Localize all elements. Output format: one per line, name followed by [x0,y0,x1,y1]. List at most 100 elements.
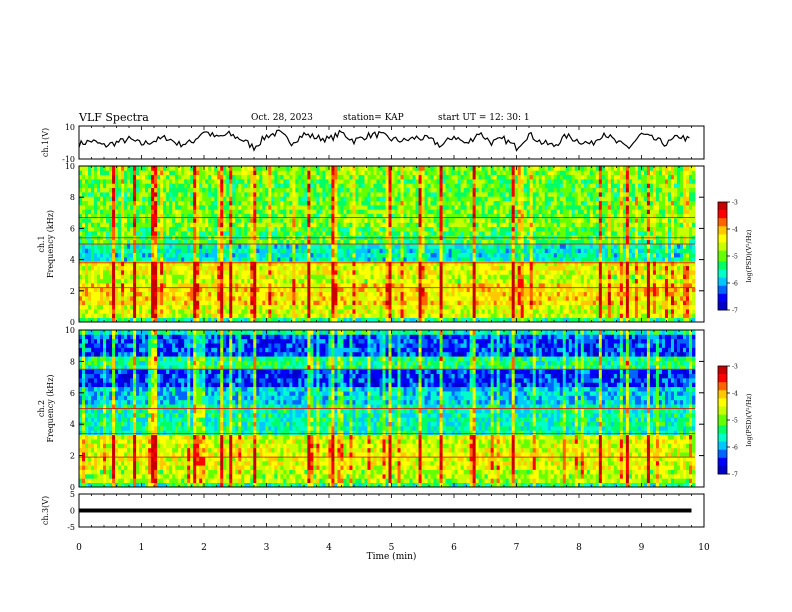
spectrogram-cell [451,187,455,193]
spectrogram-cell [436,300,440,306]
spectrogram-cell [283,183,287,189]
spectrogram-cell [277,248,281,254]
spectrogram-cell [364,287,368,293]
spectrogram-cell [313,192,317,197]
spectrogram-cell [196,213,200,219]
spectrogram-cell [340,226,344,232]
spectrogram-cell [244,209,248,215]
spectrogram-cell [112,317,116,323]
spectrogram-cell [172,179,176,184]
spectrogram-cell [130,192,134,197]
spectrogram-cell [148,222,152,228]
spectrogram-cell [85,222,89,228]
spectrogram-cell [337,192,341,197]
spectrogram-cell [250,231,254,236]
spectrogram-cell [127,222,131,228]
spectrogram-cell [316,209,320,215]
spectrogram-cell [175,287,179,293]
spectrogram-cell [343,179,347,184]
spectrogram-cell [190,196,194,202]
spectrogram-cell [280,313,284,319]
spectrogram-cell [418,283,422,288]
spectrogram-cell [223,226,227,232]
spectrogram-cell [445,283,449,288]
spectrogram-cell [202,274,206,280]
spectrogram-cell [406,218,410,223]
spectrogram-cell [115,278,119,284]
spectrogram-cell [385,200,389,206]
spectrogram-cell [247,192,251,197]
spectrogram-cell [301,200,305,206]
spectrogram-cell [265,257,269,262]
spectrogram-cell [397,196,401,202]
spectrogram-cell [466,205,471,210]
spectrogram-cell [124,248,128,254]
spectrogram-cell [274,296,278,301]
spectrogram-cell [436,200,440,206]
spectrogram-cell [358,205,362,210]
spectrogram-cell [208,196,212,202]
spectrogram-cell [370,166,374,171]
spectrogram-cell [121,192,125,197]
spectrogram-cell [373,317,377,323]
spectrogram-cell [409,270,413,275]
spectrogram-cell [79,209,83,215]
spectrogram-cell [415,231,419,236]
spectrogram-cell [292,274,296,280]
spectrogram-cell [226,239,230,245]
spectrogram-cell [427,270,431,275]
spectrogram-cell [187,183,191,189]
spectrogram-cell [316,257,320,262]
spectrogram-cell [466,213,471,219]
spectrogram-cell [268,291,272,297]
spectrogram-cell [400,252,404,258]
spectrogram-cell [373,291,377,297]
spectrogram-cell [325,226,329,232]
spectrogram-cell [220,192,224,197]
spectrogram-cell [154,170,158,176]
spectrogram-cell [232,317,236,323]
spectrogram-cell [106,166,110,171]
spectrogram-cell [418,170,422,176]
spectrogram-cell [244,213,248,219]
spectrogram-cell [388,283,392,288]
spectrogram-cell [295,257,299,262]
spectrogram-cell [217,170,221,176]
spectrogram-cell [472,300,477,306]
spectrogram-cell [298,187,302,193]
spectrogram-cell [481,291,486,297]
spectrogram-cell [244,231,248,236]
spectrogram-cell [364,174,368,180]
spectrogram-cell [277,252,281,258]
spectrogram-cell [334,218,338,223]
spectrogram-cell [283,270,287,275]
spectrogram-cell [442,313,446,319]
spectrogram-cell [322,261,326,267]
spectrogram-cell [271,309,275,314]
spectrogram-cell [376,192,380,197]
spectrogram-cell [391,291,395,297]
spectrogram-cell [247,270,251,275]
spectrogram-cell [409,317,413,323]
ch1-trace [78,129,690,152]
spectrogram-cell [250,244,254,249]
spectrogram-cell [355,296,359,301]
spectrogram-cell [274,313,278,319]
spectrogram-cell [238,261,242,267]
spectrogram-cell [406,300,410,306]
spectrogram-cell [136,261,140,267]
spectrogram-cell [292,218,296,223]
spectrogram-cell [193,265,197,271]
spectrogram-cell [97,170,101,176]
spectrogram-cell [340,192,344,197]
spectrogram-cell [178,192,182,197]
spectrogram-cell [313,222,317,228]
spectrogram-cell [211,209,215,215]
spectrogram-cell [367,187,371,193]
spectrogram-cell [328,270,332,275]
spectrogram-cell [412,287,416,293]
spectrogram-cell [397,309,401,314]
spectrogram-cell [340,257,344,262]
spectrogram-cell [130,226,134,232]
spectrogram-cell [286,252,290,258]
